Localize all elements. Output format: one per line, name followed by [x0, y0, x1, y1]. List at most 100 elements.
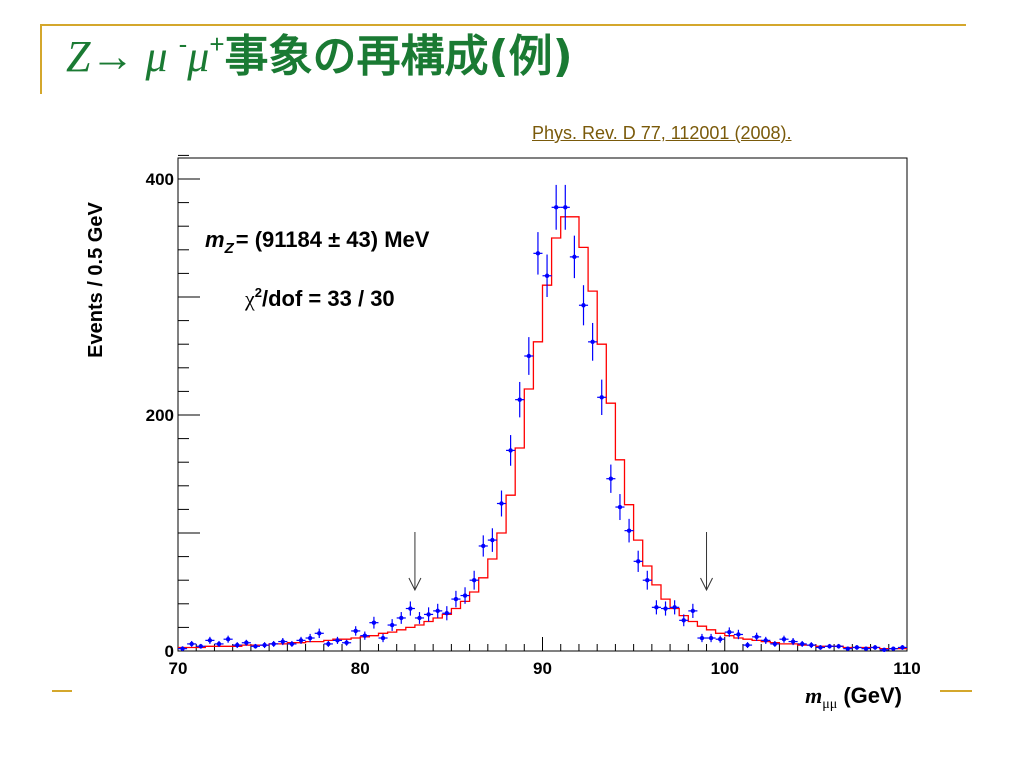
data-marker [544, 273, 550, 278]
data-point [861, 646, 871, 651]
x-tick-label: 70 [169, 659, 188, 678]
arrow-head [408, 577, 422, 592]
data-marker [307, 635, 313, 641]
data-point [733, 629, 743, 640]
data-marker [399, 615, 404, 621]
data-point [460, 587, 470, 604]
data-point [378, 633, 388, 643]
data-marker [699, 635, 705, 641]
data-point [843, 646, 853, 651]
data-marker [809, 642, 814, 648]
title-mu-minus: μ [134, 32, 179, 81]
data-marker [626, 528, 632, 533]
data-point [752, 632, 762, 641]
data-marker [417, 615, 422, 621]
data-marker [380, 635, 386, 641]
data-point [724, 627, 734, 637]
data-point [770, 640, 780, 647]
data-marker [772, 641, 778, 647]
data-marker [635, 559, 641, 564]
data-marker [298, 638, 304, 643]
data-point [414, 612, 425, 624]
x-axis-title: mμμ (GeV) [805, 683, 902, 712]
data-point [779, 635, 789, 643]
data-marker [827, 644, 832, 649]
data-marker [435, 608, 440, 614]
data-point [278, 638, 288, 646]
data-marker [900, 645, 905, 650]
data-marker [499, 501, 504, 506]
data-marker [216, 641, 222, 647]
chi2-annotation: χ2/dof = 33 / 30 [244, 285, 395, 311]
data-marker [672, 605, 677, 610]
data-point [551, 184, 561, 230]
data-marker [590, 339, 595, 345]
data-point [232, 642, 242, 649]
data-point [314, 628, 324, 639]
title-arrow: → [90, 32, 135, 81]
data-point [178, 646, 188, 651]
data-marker [280, 639, 285, 644]
data-point [250, 643, 261, 649]
data-marker [271, 641, 276, 647]
data-marker [508, 448, 513, 453]
data-marker [654, 605, 659, 610]
data-point [806, 642, 816, 649]
fit-window-arrow [700, 532, 713, 592]
data-point [597, 379, 607, 415]
data-marker [198, 644, 203, 649]
y-tick-label: 400 [146, 170, 174, 189]
data-marker [244, 640, 249, 645]
data-marker [645, 578, 650, 583]
data-marker [453, 596, 459, 602]
data-marker [526, 353, 532, 359]
data-point [560, 184, 570, 230]
data-point [815, 645, 825, 650]
data-marker [708, 635, 714, 641]
data-point [487, 528, 497, 552]
data-marker [389, 622, 395, 628]
data-point [834, 643, 844, 649]
data-point [633, 550, 643, 572]
y-axis: 0 200 400 [146, 154, 200, 661]
data-point [387, 619, 397, 631]
data-point [524, 337, 534, 375]
data-point [642, 570, 652, 590]
data-point [824, 643, 835, 649]
data-point [369, 616, 379, 629]
title-mu-plus: μ [187, 32, 210, 81]
data-point [205, 636, 215, 644]
data-point [578, 285, 589, 326]
data-point [296, 636, 306, 644]
data-marker [262, 642, 267, 648]
data-marker [891, 646, 896, 651]
data-point [478, 535, 488, 557]
footer-rule-right [940, 690, 972, 692]
data-point [688, 603, 698, 618]
data-point [852, 645, 862, 650]
data-marker [581, 303, 586, 308]
data-marker [690, 608, 696, 614]
data-point [706, 633, 716, 643]
data-marker [517, 397, 522, 402]
data-point [287, 640, 297, 647]
data-marker [426, 612, 431, 617]
data-marker [800, 641, 805, 647]
data-point [533, 232, 543, 275]
data-point [433, 603, 443, 618]
fit-window-arrows [408, 532, 713, 592]
data-point [496, 490, 507, 517]
data-marker [481, 543, 486, 549]
title-plus-sign: + [209, 29, 225, 59]
data-point [888, 646, 898, 651]
fit-window-arrow [408, 532, 422, 592]
citation-link[interactable]: Phys. Rev. D 77, 112001 (2008). [532, 123, 792, 143]
data-point [515, 381, 525, 418]
data-point [241, 639, 251, 646]
data-point [405, 601, 415, 616]
data-point [396, 612, 406, 624]
data-marker [727, 629, 732, 635]
data-point [196, 643, 206, 649]
data-marker [235, 642, 240, 648]
